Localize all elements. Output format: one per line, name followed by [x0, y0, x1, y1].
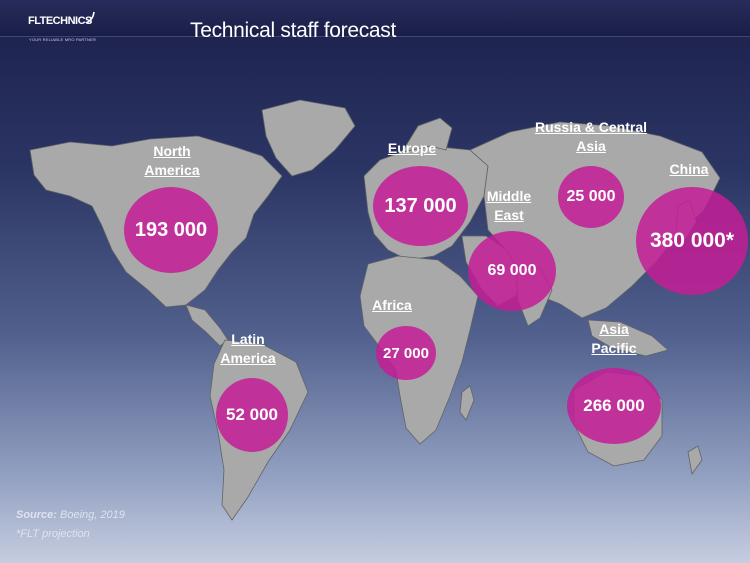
logo-tagline: YOUR RELIABLE MRO PARTNER: [29, 37, 97, 42]
bubble-africa: 27 000: [376, 326, 436, 380]
value-russia-central-asia: 25 000: [566, 188, 616, 205]
value-north-america: 193 000: [134, 218, 208, 241]
bubble-middle-east: 69 000: [468, 231, 556, 311]
bubble-russia-central-asia: 25 000: [558, 166, 624, 228]
value-china: 380 000*: [649, 229, 735, 252]
page-title: Technical staff forecast: [190, 19, 397, 42]
region-label-asia-pacific: Asia Pacific: [591, 321, 637, 356]
bubble-asia-pacific: 266 000: [567, 368, 661, 444]
company-logo: FLTECHNICS: [28, 15, 92, 27]
header-bar: [0, 0, 750, 37]
region-label-middle-east: Middle East: [486, 188, 532, 223]
landmass-greenland: [261, 99, 356, 177]
region-label-china: China: [669, 161, 709, 177]
region-label-latin-america: Latin America: [220, 331, 276, 366]
landmass-southeast-asia: [587, 319, 669, 357]
source-text: Boeing, 2019: [56, 509, 125, 521]
landmass-scandinavia: [401, 117, 453, 153]
value-middle-east: 69 000: [487, 262, 537, 279]
region-label-north-america: North America: [144, 143, 200, 178]
bubble-north-america: 193 000: [124, 187, 218, 273]
value-latin-america: 52 000: [226, 405, 278, 424]
region-label-russia-central-asia: Russia & Central Asia: [534, 119, 648, 154]
bubble-europe: 137 000: [373, 166, 468, 246]
value-africa: 27 000: [383, 344, 429, 362]
landmass-madagascar: [459, 385, 475, 421]
region-label-africa: Africa: [372, 297, 412, 313]
bubble-china: 380 000*: [636, 187, 748, 295]
source-label: Source:: [16, 509, 57, 521]
value-asia-pacific: 266 000: [583, 396, 645, 415]
landmass-new-zealand: [687, 445, 703, 476]
logo-swoosh-icon: [85, 11, 95, 24]
region-label-europe: Europe: [387, 140, 437, 156]
value-europe: 137 000: [384, 194, 457, 217]
source-note: Source: Boeing, 2019: [16, 509, 125, 521]
projection-note: *FLT projection: [16, 528, 90, 540]
bubble-latin-america: 52 000: [216, 378, 288, 452]
